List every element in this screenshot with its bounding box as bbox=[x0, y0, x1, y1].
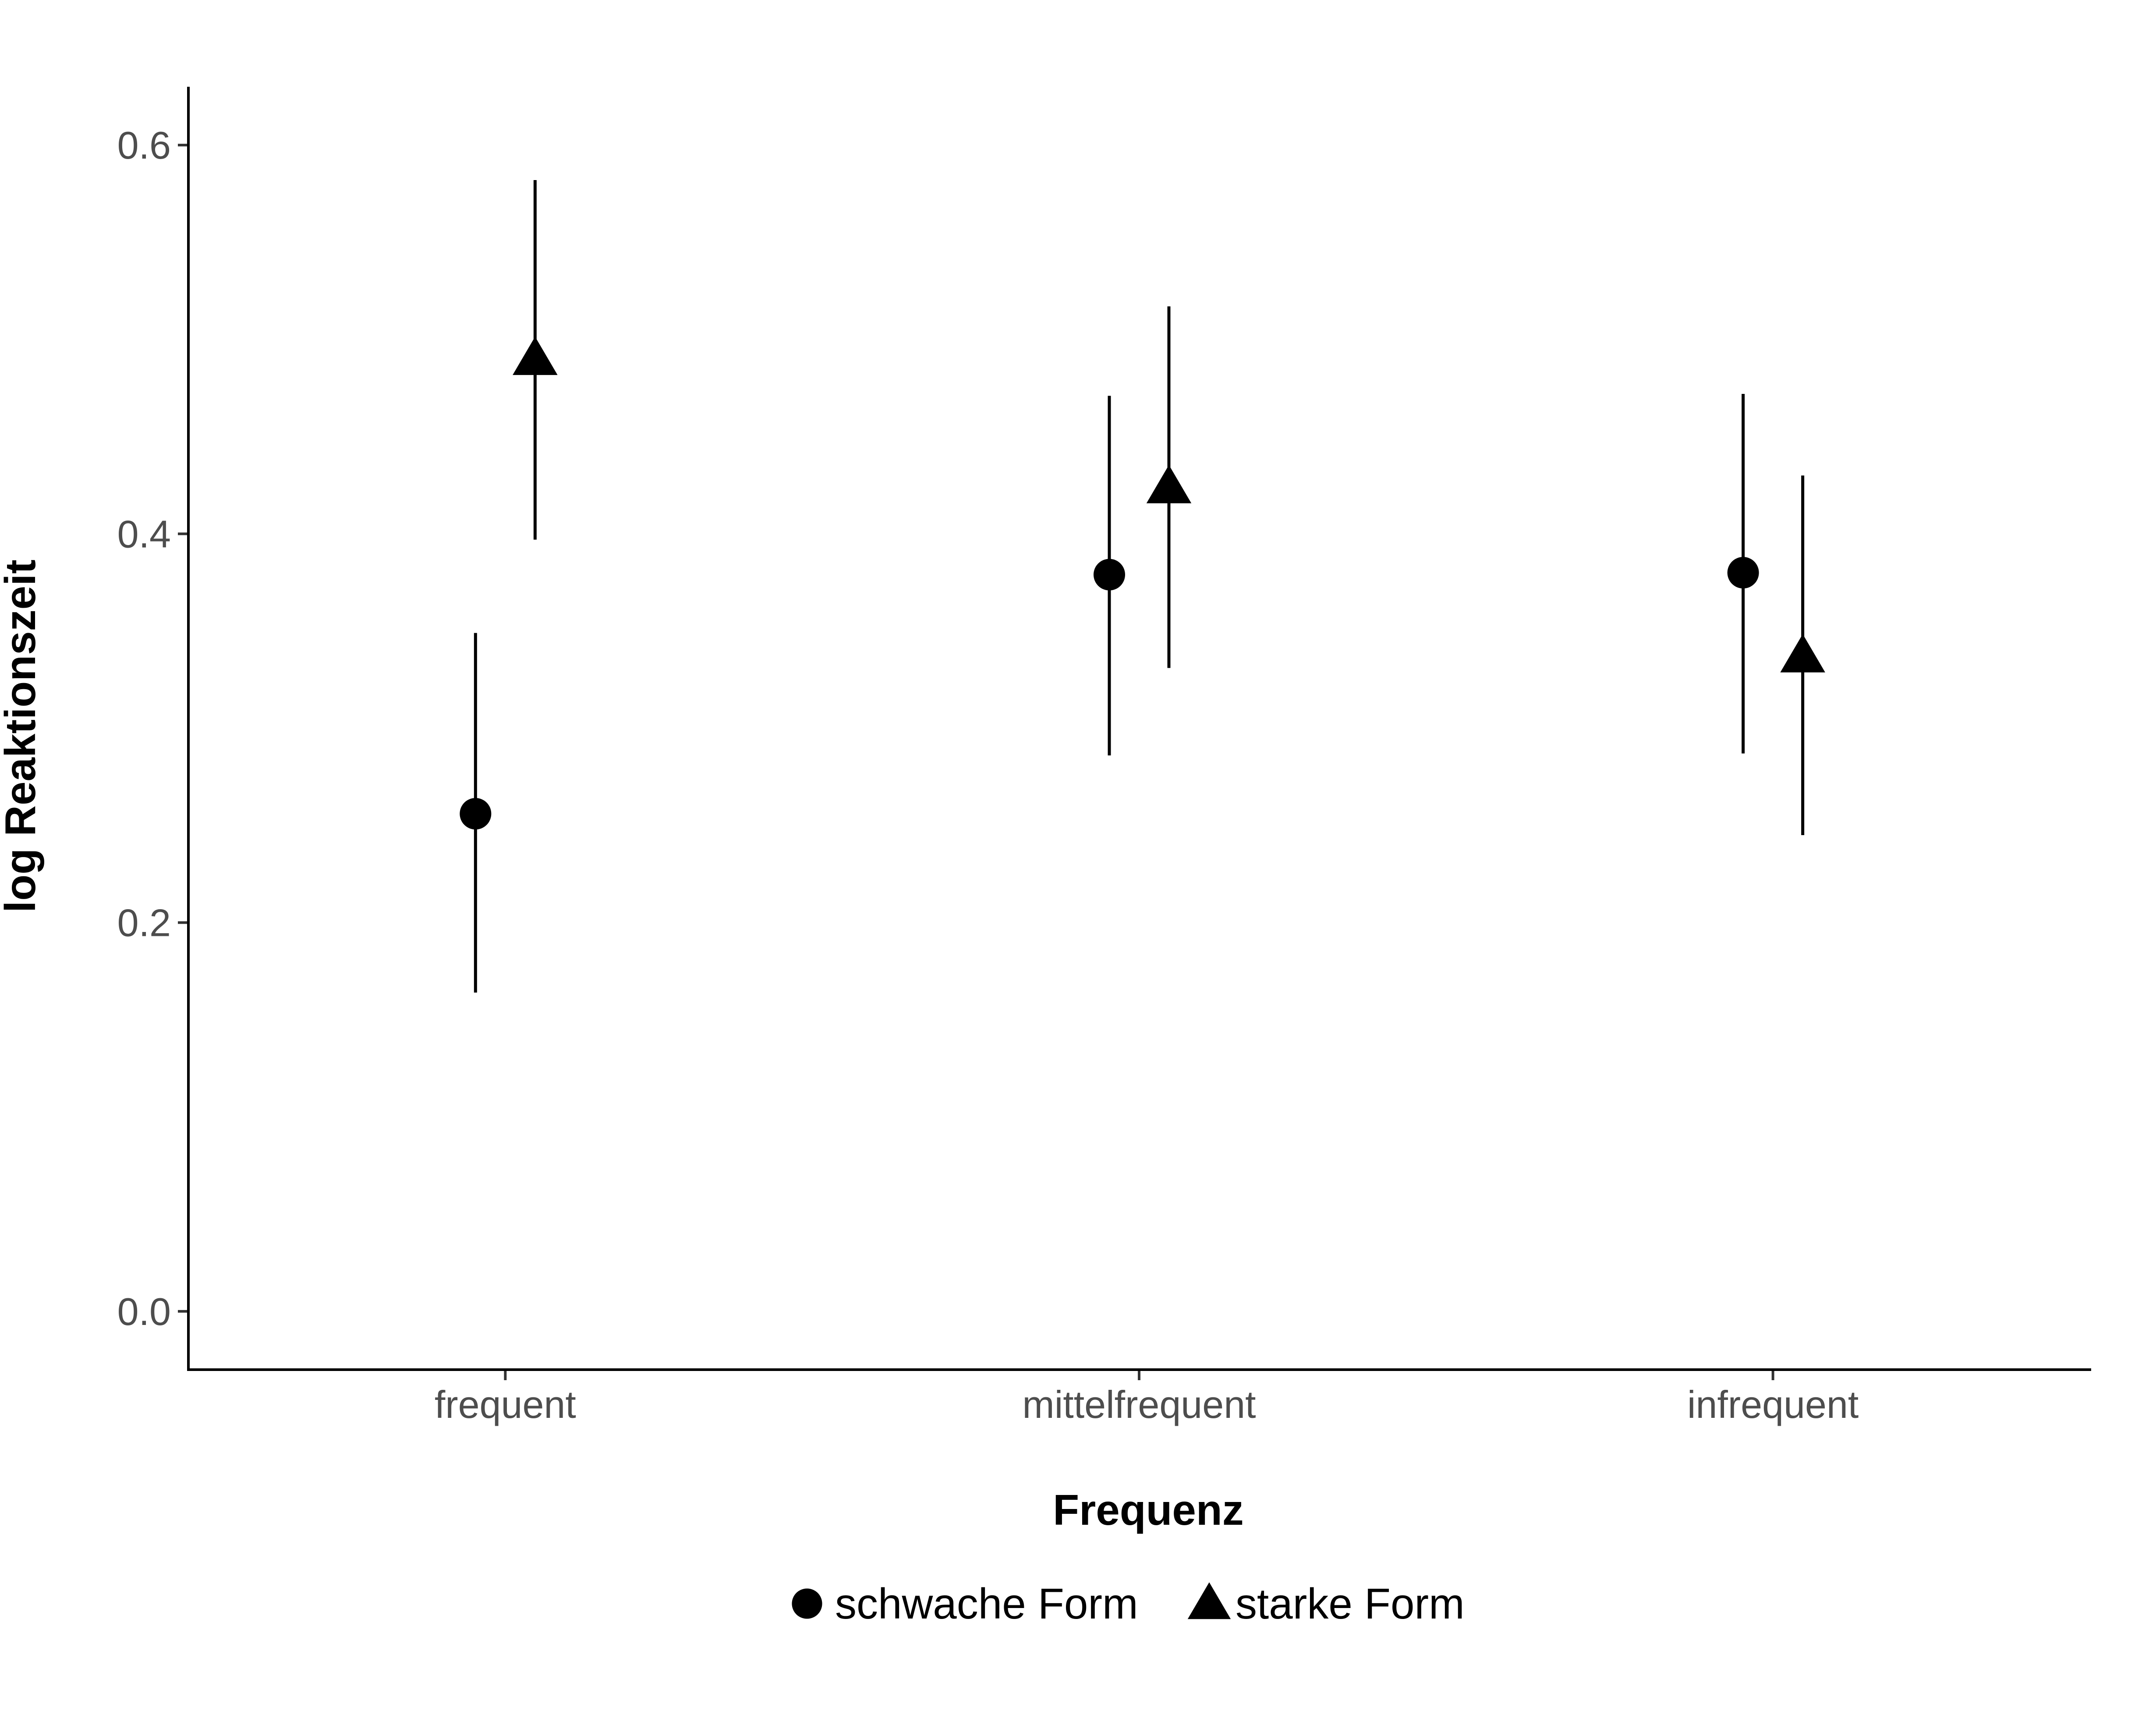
x-tick-label: mittelfrequent bbox=[1022, 1383, 1256, 1426]
data-point-triangle bbox=[1780, 634, 1825, 673]
y-tick-label: 0.4 bbox=[117, 512, 171, 556]
y-tick-label: 0.6 bbox=[117, 124, 171, 167]
plot-area: 0.0 0.2 0.4 0.6 frequent mittelfrequent infreq… bbox=[117, 124, 1859, 1426]
legend-key-circle bbox=[792, 1588, 822, 1619]
data-point-circle bbox=[460, 798, 492, 830]
legend-label-circle: schwache Form bbox=[835, 1580, 1138, 1628]
legend-label-triangle: starke Form bbox=[1236, 1580, 1465, 1628]
data-point-triangle bbox=[513, 336, 558, 375]
data-point-circle bbox=[1094, 559, 1125, 591]
legend-key-triangle bbox=[1187, 1582, 1231, 1619]
legend: schwache Form starke Form bbox=[792, 1580, 1465, 1628]
data-point-triangle bbox=[1146, 465, 1192, 503]
x-tick-label: frequent bbox=[435, 1383, 576, 1426]
y-tick-label: 0.0 bbox=[117, 1290, 171, 1333]
x-axis-title: Frequenz bbox=[1053, 1486, 1244, 1534]
x-tick-label: infrequent bbox=[1687, 1383, 1859, 1426]
y-axis-title: log Reaktionszeit bbox=[0, 560, 44, 913]
data-point-circle bbox=[1727, 557, 1759, 589]
y-tick-label: 0.2 bbox=[117, 901, 171, 945]
